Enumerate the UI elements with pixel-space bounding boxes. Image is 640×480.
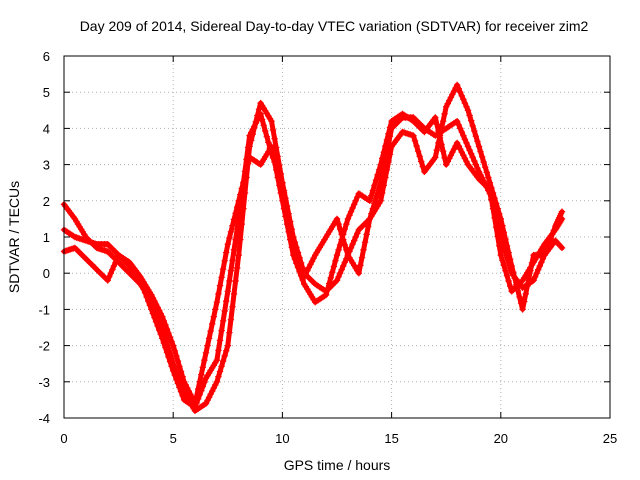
y-tick-label: 0 <box>43 266 50 281</box>
grid <box>64 56 610 418</box>
x-tick-label: 0 <box>60 431 67 446</box>
y-tick-label: 5 <box>43 85 50 100</box>
x-tick-label: 25 <box>603 431 617 446</box>
series-line-3 <box>61 82 565 410</box>
axis-ticks: 0 5 10 15 20 25 -4 -3 -2 -1 0 1 2 3 4 5 6 <box>38 49 617 446</box>
y-tick-label: 3 <box>43 158 50 173</box>
x-tick-label: 5 <box>170 431 177 446</box>
x-axis-label: GPS time / hours <box>284 457 391 473</box>
chart-title: Day 209 of 2014, Sidereal Day-to-day VTE… <box>80 18 589 34</box>
y-tick-label: -2 <box>38 339 50 354</box>
y-axis-label: SDTVAR / TECUs <box>6 181 22 293</box>
y-tick-label: -4 <box>38 411 50 426</box>
x-tick-label: 15 <box>384 431 398 446</box>
y-tick-label: 2 <box>43 194 50 209</box>
data-series-group <box>60 81 566 414</box>
y-tick-label: -3 <box>38 375 50 390</box>
series-markers-3 <box>60 81 566 411</box>
y-tick-label: 1 <box>43 230 50 245</box>
y-tick-label: -1 <box>38 302 50 317</box>
x-tick-label: 10 <box>275 431 289 446</box>
y-tick-label: 6 <box>43 49 50 64</box>
x-tick-label: 20 <box>494 431 508 446</box>
y-tick-label: 4 <box>43 121 50 136</box>
